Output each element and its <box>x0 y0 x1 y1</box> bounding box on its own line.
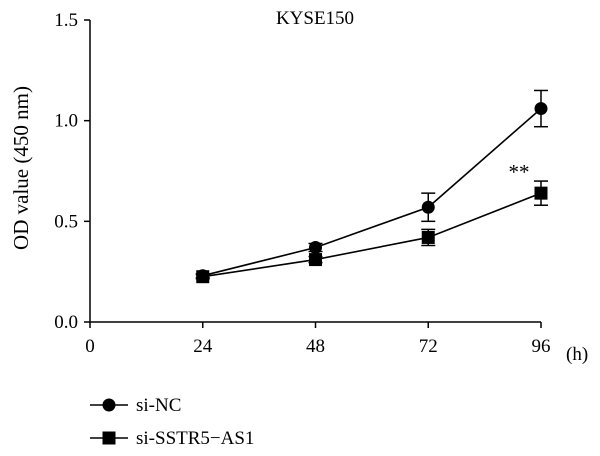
legend-item: si-NC <box>90 395 181 416</box>
series-layer <box>195 89 548 284</box>
x-tick-label: 48 <box>306 336 325 357</box>
annotation-layer: ** <box>509 160 530 184</box>
y-tick-label: 0.0 <box>54 312 78 333</box>
series-circle <box>195 89 548 283</box>
data-point-circle <box>534 102 548 116</box>
y-tick-label: 1.0 <box>54 111 78 132</box>
series-line <box>202 107 542 277</box>
series-line <box>202 192 542 278</box>
y-tick-label: 0.5 <box>54 211 78 232</box>
legend-marker-circle <box>102 398 116 412</box>
data-point-circle <box>421 200 435 214</box>
chart-title: KYSE150 <box>276 8 354 29</box>
data-point-square <box>309 253 322 267</box>
y-axis-title: OD value (450 nm) <box>9 86 33 250</box>
legend-marker-square <box>102 431 116 445</box>
x-tick-label: 24 <box>193 336 213 357</box>
axes: 0.0 0.5 1.0 1.5 0 24 48 72 96 <box>54 10 550 357</box>
series-square <box>195 180 548 284</box>
data-point-square <box>196 270 210 284</box>
x-axis-unit: (h) <box>566 344 588 365</box>
x-tick-label: 72 <box>419 336 438 357</box>
data-point-circle <box>309 241 322 255</box>
y-axis-title-group: OD value (450 nm) <box>9 86 33 250</box>
significance-annotation: ** <box>509 160 530 184</box>
y-tick-label: 1.5 <box>54 10 78 31</box>
legend: si-NC si-SSTR5−AS1 <box>90 395 254 449</box>
legend-label: si-NC <box>136 395 181 416</box>
x-tick-label: 0 <box>85 336 95 357</box>
legend-label: si-SSTR5−AS1 <box>136 428 254 449</box>
data-point-square <box>421 230 435 244</box>
x-tick-label: 96 <box>532 336 551 357</box>
data-point-square <box>534 186 548 200</box>
legend-item: si-SSTR5−AS1 <box>90 428 254 449</box>
